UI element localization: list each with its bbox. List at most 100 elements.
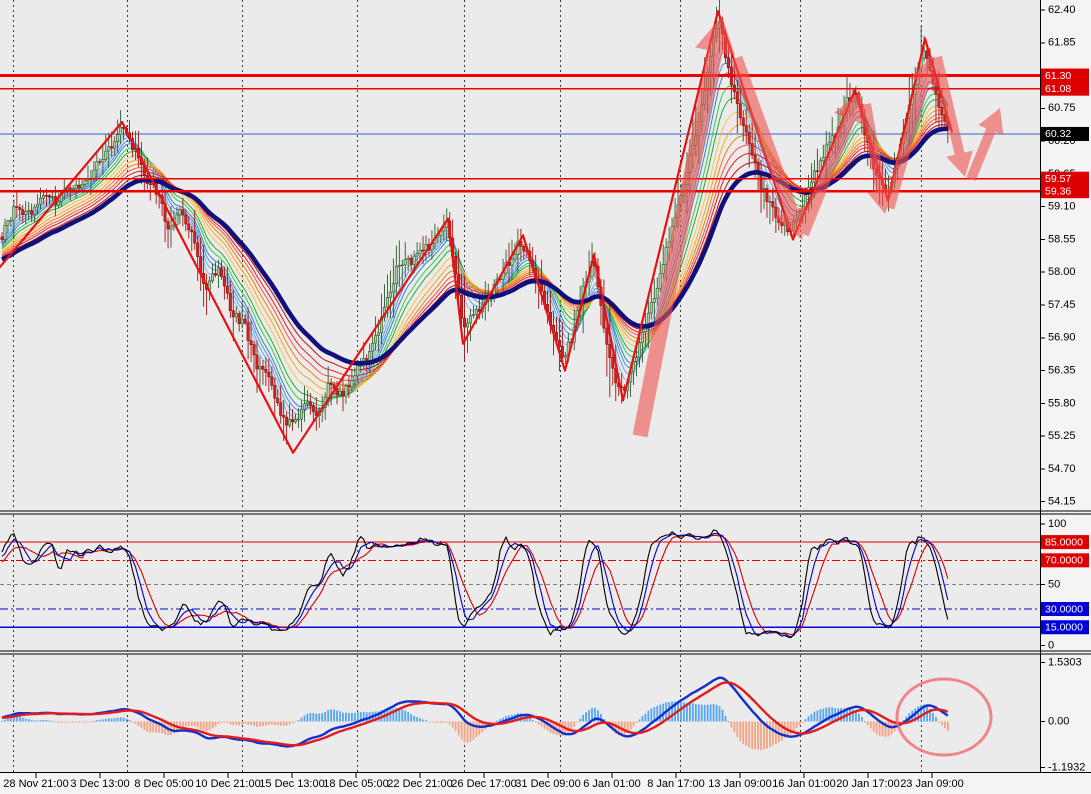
macd-hist-bar bbox=[810, 714, 813, 722]
candle-body bbox=[264, 369, 268, 373]
macd-hist-bar bbox=[181, 721, 184, 727]
macd-hist-bar bbox=[499, 719, 502, 722]
candle-body bbox=[418, 249, 422, 254]
stochastic-panel[interactable] bbox=[0, 515, 1040, 651]
candle-body bbox=[305, 401, 309, 405]
macd-hist-bar bbox=[588, 710, 590, 722]
macd-hist-bar bbox=[374, 711, 377, 722]
macd-hist-bar bbox=[757, 721, 759, 750]
candle-body bbox=[765, 188, 769, 202]
forecast-arrow-shaft bbox=[966, 126, 997, 181]
forecast-arrow-shaft bbox=[632, 47, 723, 438]
macd-hist-bar bbox=[193, 721, 196, 727]
candle-body bbox=[326, 382, 330, 398]
macd-hist-bar bbox=[887, 721, 890, 737]
candle-body bbox=[513, 254, 517, 260]
macd-hist-bar bbox=[137, 721, 140, 726]
macd-hist-bar bbox=[104, 718, 107, 722]
candle-body bbox=[228, 292, 232, 311]
candle-body bbox=[522, 245, 526, 252]
macd-hist-bar bbox=[131, 721, 134, 723]
macd-hist-bar bbox=[42, 719, 45, 722]
macd-hist-bar bbox=[107, 718, 110, 722]
macd-hist-bar bbox=[359, 712, 362, 722]
macd-signal-line bbox=[1, 681, 949, 747]
slow-ma-line bbox=[1, 126, 948, 366]
price-tick-label: 62.40 bbox=[1048, 4, 1076, 16]
stoch-level-badge-bg bbox=[1041, 535, 1089, 550]
macd-hist-bar bbox=[691, 703, 694, 722]
macd-hist-bar bbox=[659, 704, 662, 722]
candle-body bbox=[774, 206, 778, 219]
price-tick-label: 54.15 bbox=[1048, 496, 1076, 508]
macd-hist-bar bbox=[146, 721, 149, 732]
macd-hist-bar bbox=[445, 721, 448, 723]
macd-hist-bar bbox=[27, 719, 30, 722]
macd-hist-bar bbox=[451, 721, 454, 728]
macd-hist-bar bbox=[582, 714, 585, 722]
macd-hist-bar bbox=[496, 720, 499, 722]
macd-hist-bar bbox=[573, 721, 576, 727]
macd-hist-bar bbox=[804, 719, 807, 722]
forecast-arrow-head bbox=[695, 16, 735, 56]
macd-hist-bar bbox=[184, 721, 187, 727]
macd-hist-bar bbox=[674, 701, 676, 722]
candle-body bbox=[415, 253, 419, 257]
macd-hist-bar bbox=[635, 721, 638, 724]
candle-body bbox=[466, 322, 470, 328]
time-axis-label: 26 Dec 17:00 bbox=[451, 778, 516, 790]
time-axis-label: 22 Dec 21:00 bbox=[387, 778, 452, 790]
time-axis-label: 16 Jan 01:00 bbox=[772, 778, 836, 790]
candle-body bbox=[243, 318, 247, 324]
macd-hist-bar bbox=[425, 720, 427, 722]
macd-hist-bar bbox=[534, 721, 537, 723]
macd-hist-bar bbox=[431, 721, 433, 723]
macd-hist-bar bbox=[938, 721, 940, 723]
macd-hist-bar bbox=[18, 716, 21, 722]
macd-hist-bar bbox=[264, 721, 267, 726]
macd-hist-bar bbox=[259, 721, 261, 727]
stoch-blue-line bbox=[1, 532, 949, 638]
stoch-level-badge-bg bbox=[1041, 553, 1089, 568]
macd-hist-bar bbox=[935, 717, 937, 722]
macd-hist-bar bbox=[436, 721, 439, 723]
macd-hist-bar bbox=[478, 721, 481, 736]
candle-body bbox=[6, 220, 10, 226]
time-axis-label: 31 Dec 09:00 bbox=[515, 778, 580, 790]
candle-body bbox=[299, 408, 303, 420]
stoch-tick-label: 50 bbox=[1048, 579, 1060, 591]
macd-hist-bar bbox=[857, 713, 860, 722]
macd-hist-bar bbox=[597, 710, 599, 722]
candle-body bbox=[47, 195, 51, 198]
candle-body bbox=[279, 402, 283, 416]
candle-body bbox=[246, 322, 250, 341]
macd-hist-bar bbox=[946, 721, 949, 731]
candle-body bbox=[400, 264, 404, 267]
macd-hist-bar bbox=[226, 721, 229, 723]
macd-hist-bar bbox=[733, 721, 736, 733]
macd-hist-bar bbox=[345, 712, 347, 722]
macd-hist-bar bbox=[356, 712, 359, 722]
macd-hist-bar bbox=[262, 721, 264, 727]
macd-panel[interactable] bbox=[1, 655, 949, 772]
macd-hist-bar bbox=[125, 718, 128, 722]
macd-hist-bar bbox=[863, 721, 866, 723]
macd-hist-bar bbox=[721, 709, 724, 722]
candle-body bbox=[652, 298, 656, 303]
macd-hist-bar bbox=[353, 712, 356, 722]
candle-body bbox=[738, 103, 742, 119]
macd-hist-bar bbox=[87, 721, 89, 723]
macd-hist-bar bbox=[543, 721, 546, 729]
macd-hist-bar bbox=[683, 702, 685, 722]
macd-hist-bar bbox=[377, 711, 380, 722]
candle-body bbox=[211, 273, 215, 282]
macd-hist-bar bbox=[98, 719, 101, 722]
candle-body bbox=[187, 223, 191, 231]
candle-body bbox=[80, 184, 84, 189]
candle-body bbox=[308, 401, 312, 406]
macd-hist-bar bbox=[285, 721, 288, 726]
price-tick-label: 55.25 bbox=[1048, 430, 1076, 442]
macd-hist-bar bbox=[872, 721, 875, 732]
